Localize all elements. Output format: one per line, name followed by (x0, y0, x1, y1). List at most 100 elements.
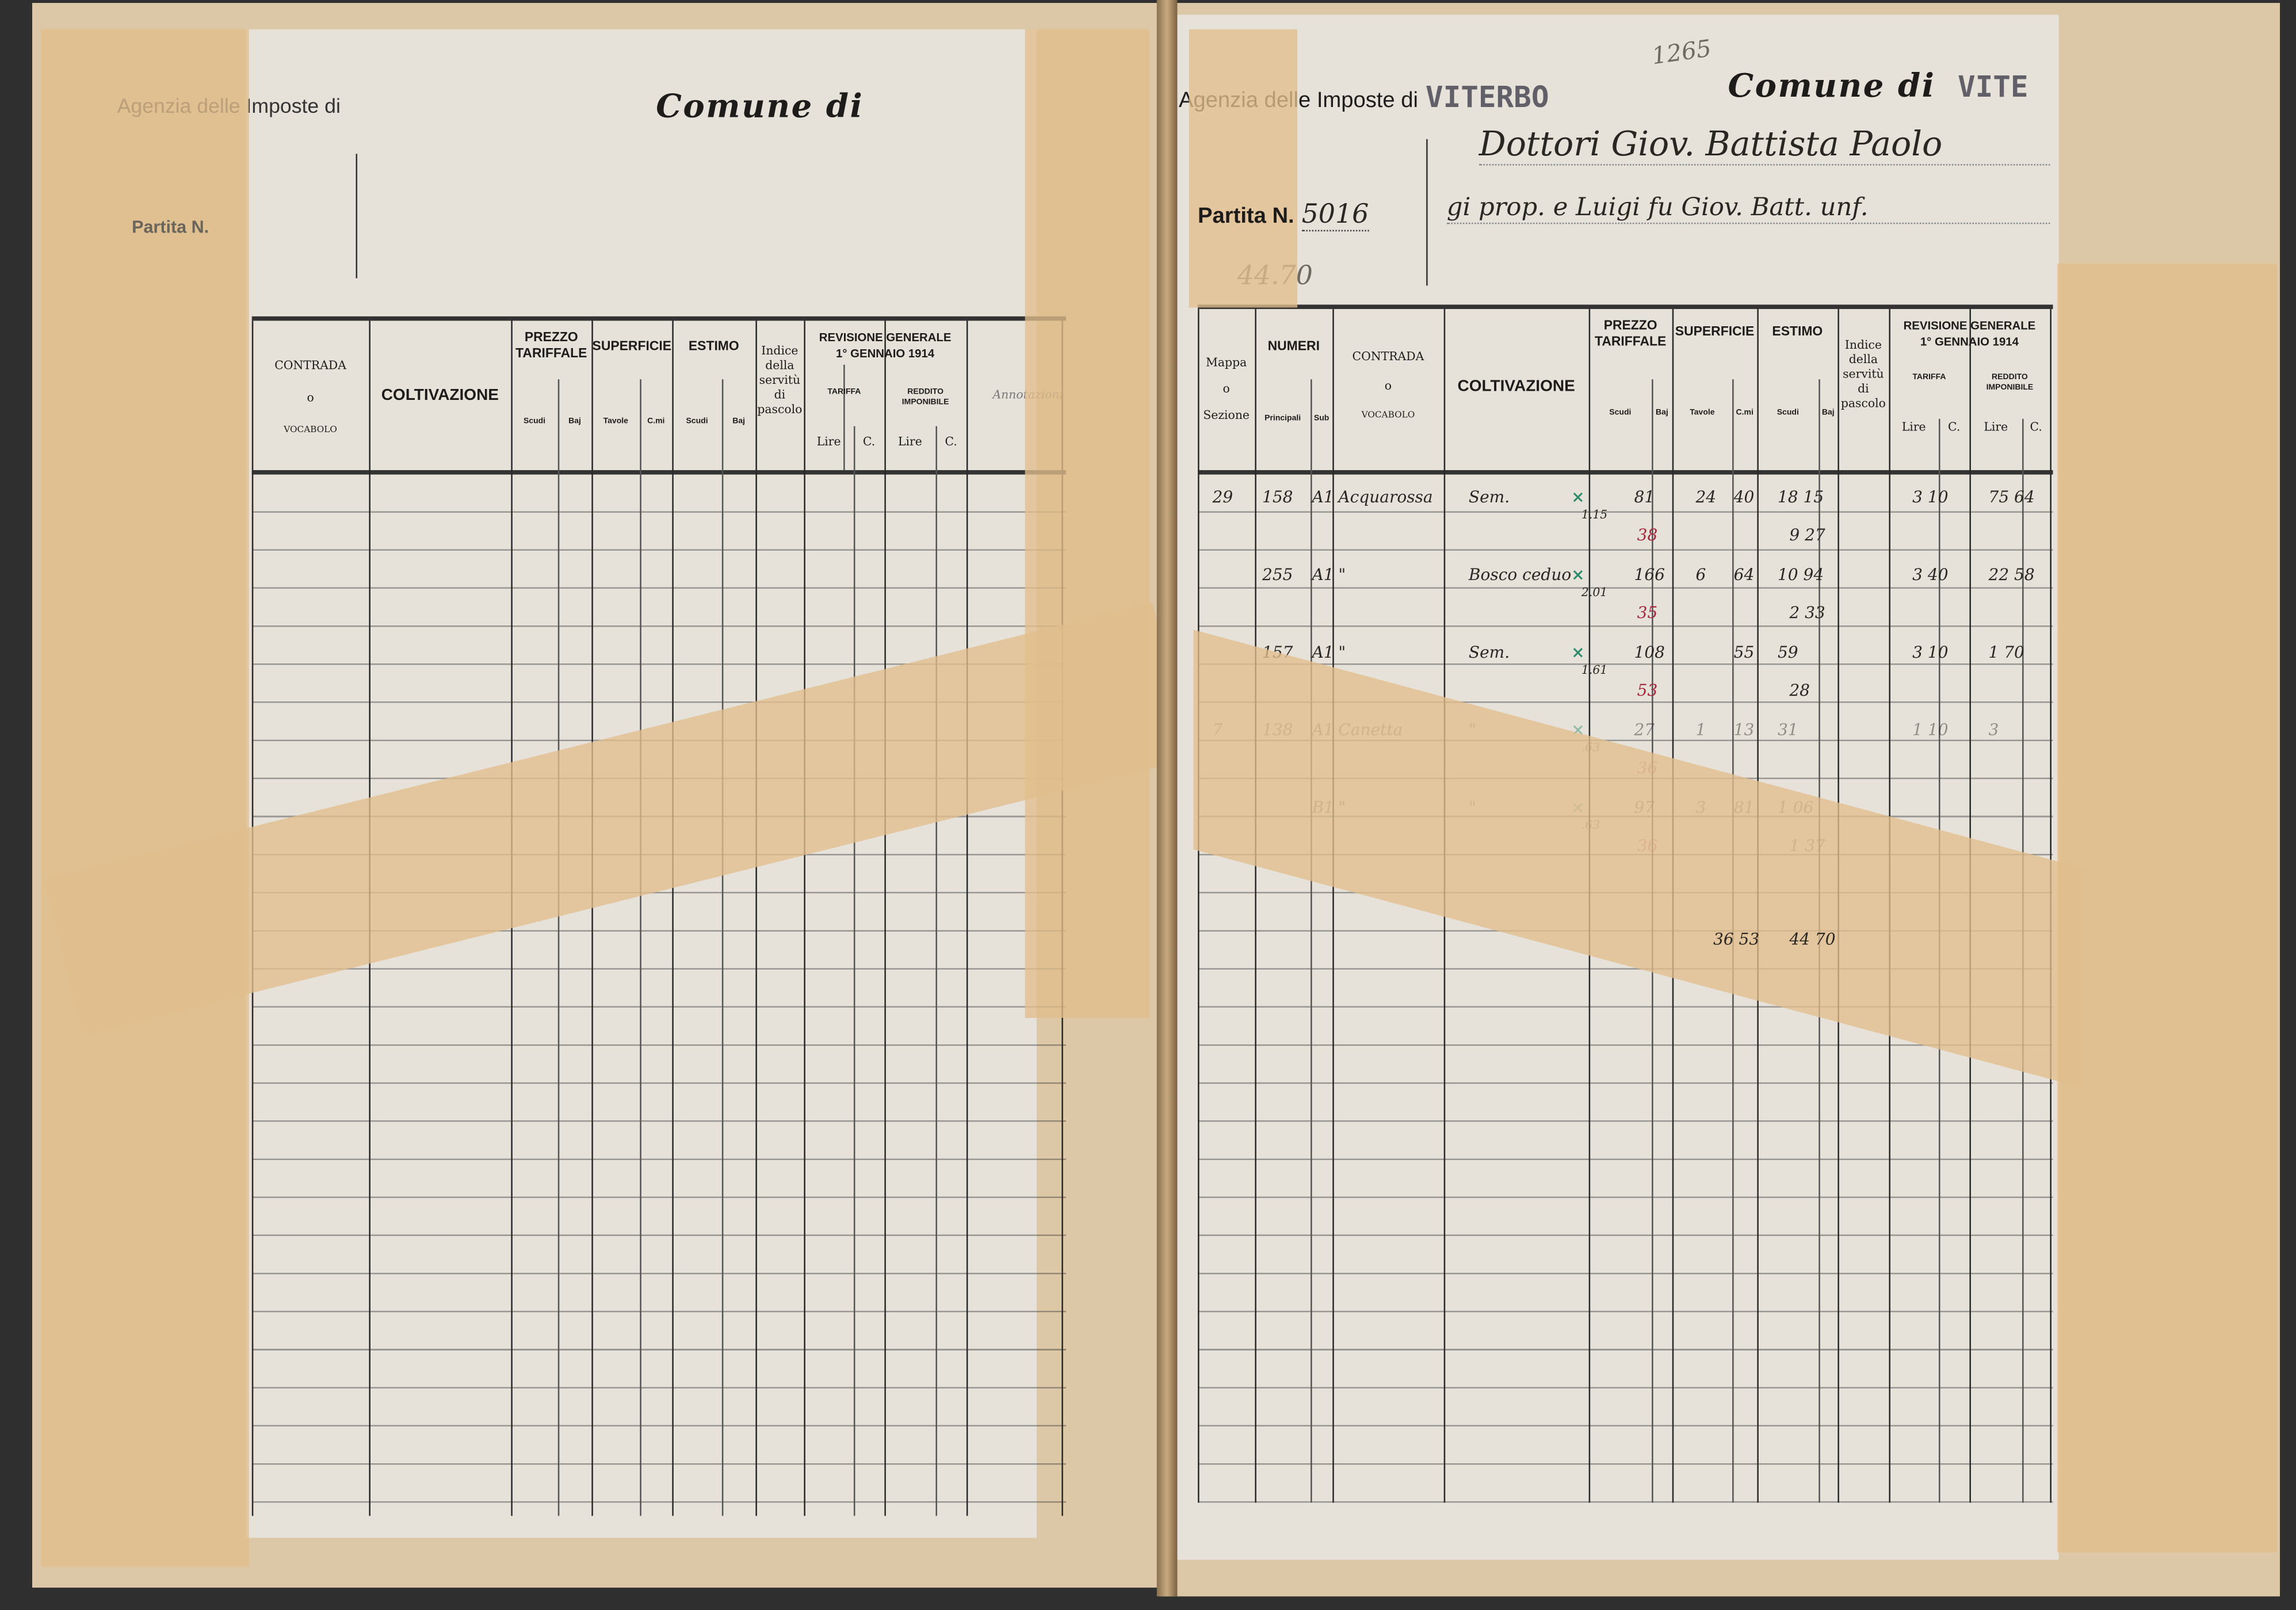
sub-tavole: Tavole (1690, 409, 1715, 418)
col-mappa: Mappa o Sezione (1203, 356, 1250, 422)
cell-estimo-2: 28 (1789, 681, 1810, 700)
col-revisione: REVISIONE GENERALE 1° GENNAIO 1914 (1903, 319, 2036, 349)
cell-mark: × (1571, 643, 1585, 662)
cell-principali: 255 (1262, 565, 1293, 585)
cell-superficie-cmi: 64 (1733, 565, 1755, 585)
cell-prezzo-note: 1.15 (1581, 508, 1608, 522)
tape-strip (1025, 29, 1150, 1018)
cell-prezzo-note: 2.01 (1581, 586, 1608, 600)
sub-c: C. (1948, 420, 1961, 434)
col-superficie: SUPERFICIE (1675, 323, 1755, 338)
sub-scudi: Scudi (1609, 409, 1632, 418)
cell-superficie-cmi: 55 (1733, 643, 1755, 662)
left-col-estimo: ESTIMO (688, 338, 739, 353)
sub-lire: Lire (1901, 420, 1926, 434)
sub-baj-2: Baj (1821, 409, 1835, 418)
left-sub-lire-2: Lire (897, 434, 922, 448)
owner-line-2: gi prop. e Luigi fu Giov. Batt. unf. (1446, 193, 2050, 224)
cell-estimo: 31 (1777, 720, 1798, 740)
left-sub-baj: Baj (568, 417, 581, 426)
sub-cmi: C.mi (1736, 409, 1753, 418)
cell-coltivazione: Sem. (1468, 487, 1510, 507)
cell-tariffa: 3 10 (1912, 487, 1949, 507)
cell-prezzo-note: 1.61 (1581, 663, 1608, 677)
cell-prezzo-baj-red: 35 (1637, 603, 1658, 623)
cell-reddito: 75 64 (1988, 487, 2035, 507)
cell-estimo-2: 2 33 (1789, 603, 1825, 623)
cell-tariffa: 1 10 (1912, 720, 1949, 740)
cell-superficie-cmi: 40 (1733, 487, 1755, 507)
sub-scudi-2: Scudi (1777, 409, 1799, 418)
left-col-indice: Indice della servitù di pascolo (757, 344, 803, 416)
tape-strip (2057, 264, 2277, 1553)
left-register-table: CONTRADA o VOCABOLO COLTIVAZIONE PREZZO TA… (251, 316, 1066, 1516)
total-estimo: 44 70 (1789, 930, 1836, 949)
cell-prezzo-baj: 108 (1634, 643, 1665, 662)
right-comune-label: Comune di (1728, 67, 1936, 106)
left-sub-c: C. (862, 434, 876, 448)
sub-lire-2: Lire (1984, 420, 2008, 434)
cell-estimo-2: 9 27 (1789, 525, 1825, 545)
cell-contrada: Acquarossa (1338, 487, 1433, 507)
cell-sub: A1 (1312, 487, 1334, 507)
left-partita-label: Partita N. (132, 216, 209, 238)
left-ruled-rows (251, 474, 1066, 1516)
col-reddito: REDDITO IMPONIBILE (1986, 373, 2034, 393)
col-indice: Indice della servitù di pascolo (1840, 338, 1886, 410)
left-col-reddito: REDDITO IMPONIBILE (901, 388, 949, 407)
sub-c-2: C. (2030, 420, 2042, 434)
left-sub-scudi: Scudi (523, 417, 546, 426)
tape-strip (1189, 29, 1298, 308)
col-coltivazione: COLTIVAZIONE (1457, 377, 1575, 396)
cell-coltivazione: Bosco ceduo (1468, 565, 1572, 585)
left-sub-c-2: C. (945, 434, 957, 448)
cell-estimo: 18 15 (1777, 487, 1824, 507)
partita: Partita N. 5016 (1198, 199, 1369, 232)
cell-mark: × (1571, 565, 1585, 585)
left-col-tariffa: TARIFFA (827, 388, 861, 397)
cell-contrada: " (1338, 643, 1346, 662)
left-sub-tavole: Tavole (603, 417, 628, 426)
cell-superficie-cmi: 13 (1733, 720, 1755, 740)
cell-tariffa: 3 40 (1912, 565, 1949, 585)
cell-superficie-tavole: 1 (1695, 720, 1706, 740)
cell-reddito: 22 58 (1988, 565, 2035, 585)
col-tariffa: TARIFFA (1912, 373, 1946, 383)
cell-reddito: 3 (1988, 720, 1999, 740)
cell-sub: A1 (1312, 565, 1334, 585)
book-spine-fold (1156, 0, 1178, 1597)
partita-number: 5016 (1301, 199, 1369, 232)
cell-estimo: 10 94 (1777, 565, 1824, 585)
cell-prezzo-baj-red: 38 (1637, 525, 1658, 545)
cell-superficie-tavole: 6 (1695, 565, 1706, 585)
col-prezzo: PREZZO TARIFFALE (1595, 318, 1667, 349)
left-sub-lire: Lire (816, 434, 841, 448)
cell-prezzo-baj: 166 (1634, 565, 1665, 585)
cell-prezzo-baj-red: 53 (1637, 681, 1658, 700)
cell-estimo: 59 (1777, 643, 1798, 662)
col-contrada: CONTRADA o VOCABOLO (1352, 350, 1424, 421)
right-brace-line (1426, 139, 1428, 286)
agency-stamp: VITERBO (1425, 79, 1549, 115)
left-sub-baj-2: Baj (732, 417, 746, 426)
left-col-prezzo: PREZZO TARIFFALE (515, 329, 587, 361)
cell-prezzo-baj: 27 (1634, 720, 1655, 740)
right-comune: Comune di VITE (1728, 67, 2028, 105)
cell-coltivazione: Sem. (1468, 643, 1510, 662)
left-col-superficie: SUPERFICIE (592, 338, 672, 353)
cell-superficie-tavole: 24 (1695, 487, 1717, 507)
col-principali: Principali (1264, 414, 1301, 424)
left-col-coltivazione: COLTIVAZIONE (381, 386, 499, 405)
cell-mappa: 29 (1212, 487, 1233, 507)
owner-line-1: Dottori Giov. Battista Paolo (1479, 126, 2050, 166)
col-estimo: ESTIMO (1772, 323, 1823, 338)
left-sub-scudi-2: Scudi (686, 417, 708, 426)
cell-reddito: 1 70 (1988, 643, 2024, 662)
comune-stamp: VITE (1957, 68, 2028, 104)
col-numeri: NUMERI (1267, 338, 1320, 353)
cell-principali: 158 (1262, 487, 1293, 507)
cell-sub: A1 (1312, 643, 1334, 662)
cell-prezzo-baj: 81 (1634, 487, 1655, 507)
total-superficie: 36 53 (1713, 930, 1760, 949)
